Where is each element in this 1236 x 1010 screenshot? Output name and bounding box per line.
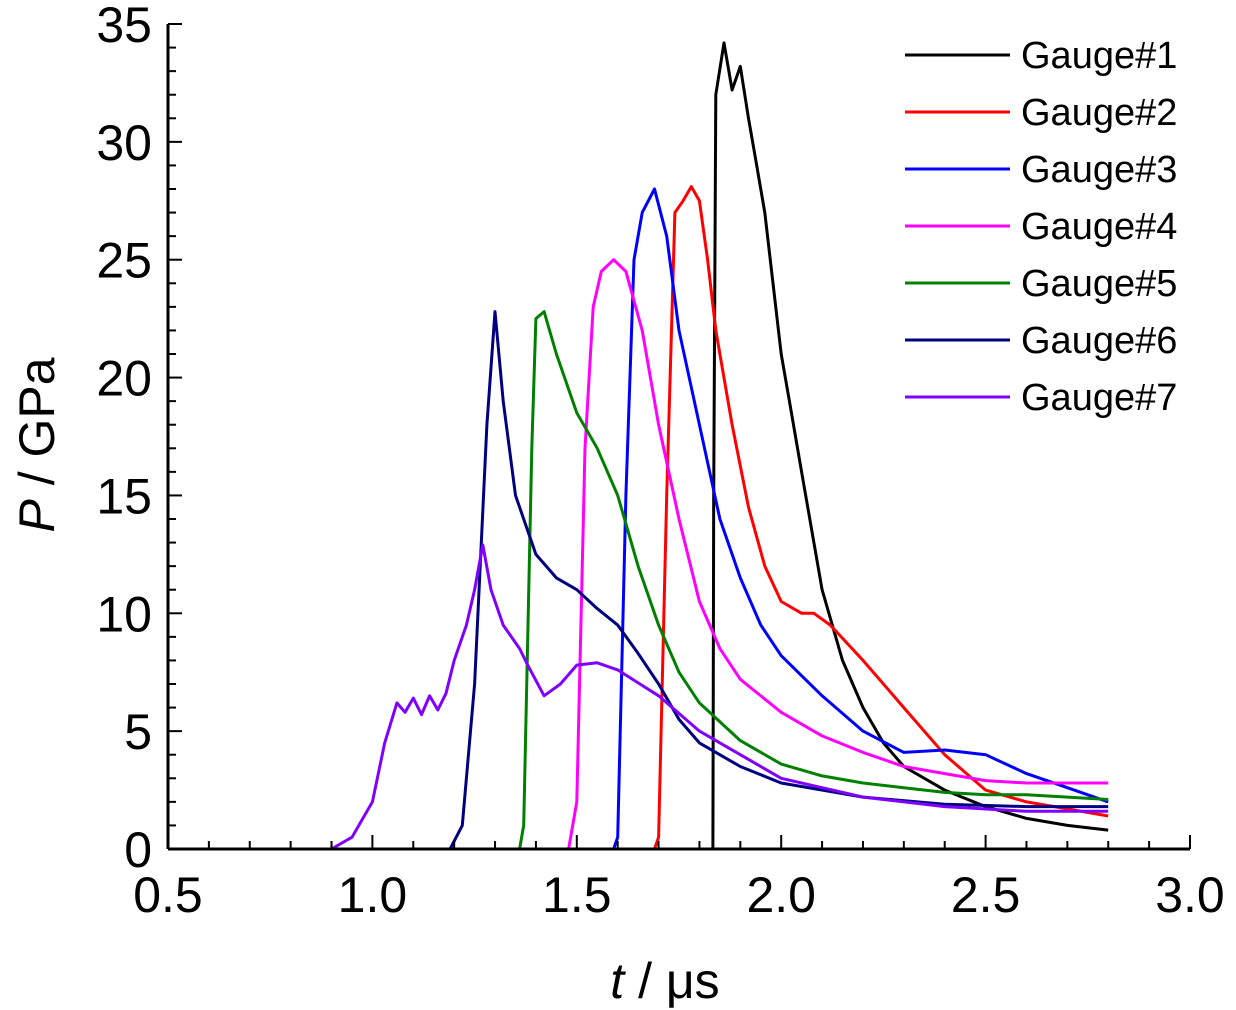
series-line-6	[168, 310, 1109, 851]
series-line-2	[168, 185, 1109, 851]
y-tick-label: 35	[96, 0, 152, 53]
legend-label-4: Gauge#4	[1021, 206, 1177, 248]
x-tick-label: 3.0	[1155, 867, 1225, 923]
y-axis-var: P	[9, 499, 65, 533]
tick-labels: 0.5 1.0 1.5 2.0 2.5 3.0 0 5 10 15 20 25 30 35	[96, 0, 1224, 923]
axes	[166, 23, 1191, 851]
legend-label-1: Gauge#1	[1021, 35, 1177, 77]
series-line-5	[168, 310, 1109, 851]
y-tick-label: 20	[96, 351, 152, 407]
x-tick-label: 0.5	[133, 867, 203, 923]
x-axis-unit: / μs	[624, 953, 719, 1009]
y-axis-label: P / GPa	[9, 357, 65, 532]
legend-label-3: Gauge#3	[1021, 149, 1177, 191]
x-tick-label: 1.0	[338, 867, 408, 923]
legend-label-2: Gauge#2	[1021, 92, 1177, 134]
x-axis-var: t	[610, 953, 626, 1009]
x-tick-label: 1.5	[542, 867, 612, 923]
legend: Gauge#1 Gauge#2 Gauge#3 Gauge#4 Gauge#5 Gauge…	[905, 35, 1177, 419]
legend-label-5: Gauge#5	[1021, 263, 1177, 305]
series-line-1	[168, 41, 1109, 851]
legend-label-6: Gauge#6	[1021, 320, 1177, 362]
y-tick-label: 5	[124, 704, 152, 760]
legend-label-7: Gauge#7	[1021, 377, 1177, 419]
series-line-3	[168, 187, 1109, 851]
x-tick-label: 2.5	[951, 867, 1021, 923]
y-tick-label: 30	[96, 115, 152, 171]
y-tick-label: 10	[96, 586, 152, 642]
x-tick-label: 2.0	[746, 867, 816, 923]
series-line-7	[168, 543, 1109, 851]
series-layer	[168, 41, 1109, 851]
x-axis-label: t / μs	[610, 953, 719, 1009]
y-axis-unit: / GPa	[9, 357, 65, 499]
y-tick-label: 15	[96, 468, 152, 524]
y-tick-label: 0	[124, 822, 152, 878]
series-line-4	[168, 258, 1109, 851]
y-tick-label: 25	[96, 233, 152, 289]
